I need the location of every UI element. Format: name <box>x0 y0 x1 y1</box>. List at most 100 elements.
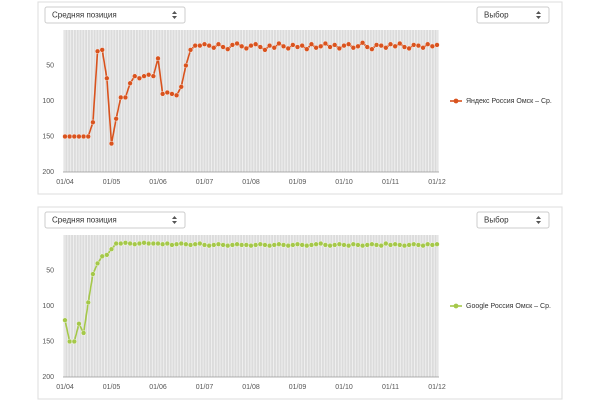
data-point <box>243 242 249 248</box>
data-point <box>248 43 254 49</box>
choice-select-label: Выбор <box>484 216 509 225</box>
data-point <box>229 242 236 248</box>
data-point <box>346 41 352 47</box>
data-point <box>411 42 417 48</box>
data-point <box>411 241 417 247</box>
data-point <box>341 43 347 49</box>
data-point <box>425 41 431 47</box>
data-point <box>118 94 124 101</box>
data-point <box>285 45 291 52</box>
metric-select[interactable] <box>44 6 186 24</box>
data-point <box>313 241 319 247</box>
data-point <box>257 44 263 50</box>
choice-select[interactable] <box>476 211 550 229</box>
data-point <box>360 40 366 46</box>
legend-label: Google Россия Омск – Ср. <box>466 303 551 310</box>
x-tick-label: 01/04 <box>56 179 74 186</box>
x-tick-label: 01/05 <box>103 179 121 186</box>
data-point <box>225 46 231 52</box>
data-point <box>136 240 143 247</box>
metric-select-label: Средняя позиция <box>52 11 117 20</box>
data-point <box>360 243 366 249</box>
y-tick-label: 50 <box>46 62 54 69</box>
data-point <box>141 73 147 79</box>
data-point <box>187 242 194 248</box>
data-point <box>392 43 398 49</box>
data-point <box>141 240 147 246</box>
data-point <box>201 242 208 248</box>
data-point <box>262 47 268 53</box>
data-point <box>99 47 105 53</box>
data-point <box>429 242 435 248</box>
data-point <box>85 299 91 306</box>
data-point <box>206 243 212 249</box>
data-point <box>276 241 282 247</box>
data-point <box>350 241 356 247</box>
data-point <box>164 240 170 247</box>
data-point <box>327 243 333 249</box>
data-point <box>234 241 240 247</box>
data-point <box>174 241 180 247</box>
x-tick-label: 01/07 <box>196 179 214 186</box>
data-point <box>178 240 184 247</box>
metric-select[interactable] <box>44 211 186 229</box>
data-point <box>257 241 263 247</box>
y-tick-label: 100 <box>42 303 54 310</box>
data-point <box>322 242 329 248</box>
data-point <box>290 42 296 48</box>
x-tick-label: 01/11 <box>382 384 399 391</box>
data-point <box>346 243 352 249</box>
data-point <box>420 45 426 51</box>
data-point <box>80 133 87 140</box>
data-point <box>211 242 217 248</box>
data-point <box>122 94 129 101</box>
data-point <box>71 338 77 345</box>
data-point <box>225 243 231 249</box>
data-point <box>280 242 287 248</box>
x-tick-label: 01/12 <box>428 384 446 391</box>
data-point <box>271 45 277 51</box>
data-point <box>290 242 296 248</box>
data-point <box>415 242 422 248</box>
data-point <box>313 45 319 51</box>
y-tick-label: 200 <box>42 374 54 381</box>
data-point <box>215 241 222 247</box>
data-point <box>280 43 287 49</box>
data-point <box>155 55 161 62</box>
data-point <box>108 246 115 252</box>
data-point <box>178 84 184 90</box>
data-point <box>197 43 203 49</box>
data-point <box>234 40 240 47</box>
y-tick-label: 50 <box>46 267 54 274</box>
data-point <box>104 75 110 81</box>
x-tick-label: 01/11 <box>382 179 399 186</box>
data-point <box>62 317 68 323</box>
data-point <box>253 41 259 47</box>
data-point <box>415 43 422 49</box>
data-point <box>434 241 440 247</box>
data-point <box>253 242 259 248</box>
select-arrows <box>172 11 177 19</box>
data-point <box>136 75 143 81</box>
data-point <box>308 242 315 248</box>
data-point <box>327 44 333 50</box>
data-point <box>146 72 152 78</box>
data-point <box>90 119 96 125</box>
x-tick-label: 01/12 <box>428 179 446 186</box>
data-point <box>355 43 361 49</box>
data-point <box>90 271 96 277</box>
choice-select[interactable] <box>476 6 550 24</box>
data-point <box>164 89 170 96</box>
data-point <box>406 242 412 248</box>
x-tick-label: 01/04 <box>56 384 74 391</box>
y-tick-label: 150 <box>42 338 54 345</box>
data-point <box>160 241 166 247</box>
data-point <box>187 47 194 53</box>
data-point <box>62 133 68 140</box>
data-point <box>239 242 245 248</box>
data-point <box>132 241 138 247</box>
data-point <box>378 243 384 249</box>
data-point <box>267 243 273 249</box>
data-point <box>401 243 408 249</box>
